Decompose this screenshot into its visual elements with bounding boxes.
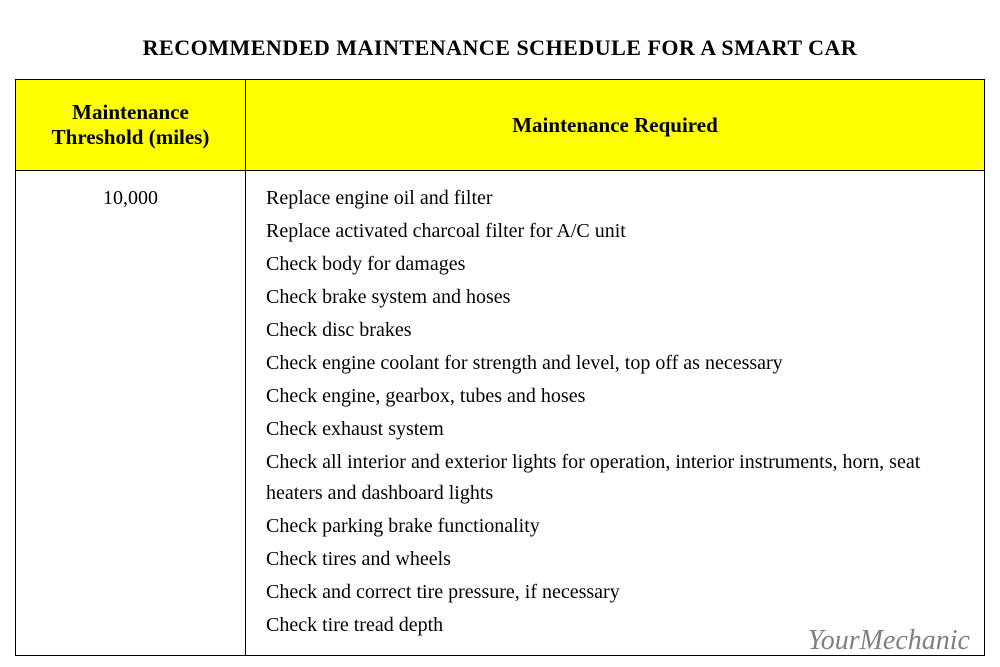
list-item: Check all interior and exterior lights f… xyxy=(266,447,964,509)
list-item: Check disc brakes xyxy=(266,315,964,346)
list-item: Check body for damages xyxy=(266,249,964,280)
list-item: Check brake system and hoses xyxy=(266,282,964,313)
list-item: Replace activated charcoal filter for A/… xyxy=(266,216,964,247)
maintenance-items-cell: Replace engine oil and filter Replace ac… xyxy=(246,171,985,656)
list-item: Replace engine oil and filter xyxy=(266,183,964,214)
list-item: Check parking brake functionality xyxy=(266,511,964,542)
page-title: RECOMMENDED MAINTENANCE SCHEDULE FOR A S… xyxy=(15,35,985,61)
list-item: Check engine, gearbox, tubes and hoses xyxy=(266,381,964,412)
column-header-threshold: Maintenance Threshold (miles) xyxy=(16,80,246,171)
list-item: Check engine coolant for strength and le… xyxy=(266,348,964,379)
watermark-logo: YourMechanic xyxy=(808,625,970,657)
table-row: 10,000 Replace engine oil and filter Rep… xyxy=(16,171,985,656)
table-header-row: Maintenance Threshold (miles) Maintenanc… xyxy=(16,80,985,171)
maintenance-list: Replace engine oil and filter Replace ac… xyxy=(266,183,964,641)
column-header-required: Maintenance Required xyxy=(246,80,985,171)
threshold-cell: 10,000 xyxy=(16,171,246,656)
list-item: Check and correct tire pressure, if nece… xyxy=(266,577,964,608)
maintenance-table: Maintenance Threshold (miles) Maintenanc… xyxy=(15,79,985,656)
list-item: Check exhaust system xyxy=(266,414,964,445)
list-item: Check tires and wheels xyxy=(266,544,964,575)
